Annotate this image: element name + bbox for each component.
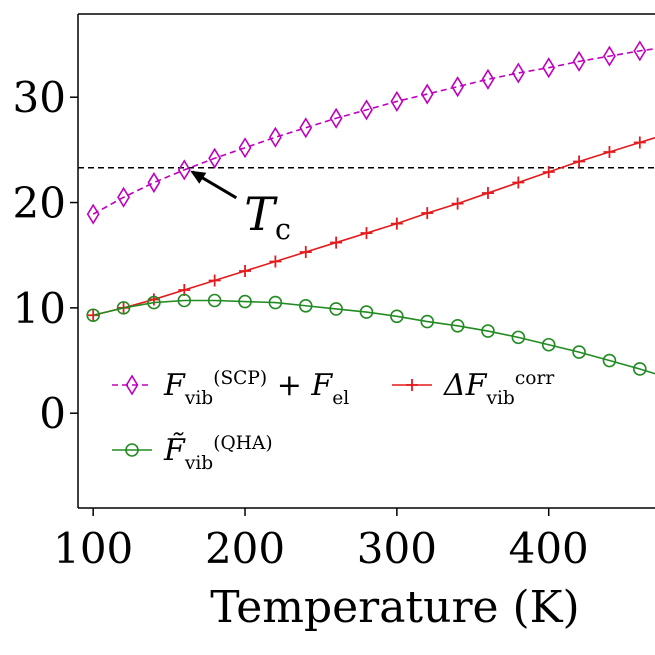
marker: [542, 57, 556, 79]
marker: [390, 309, 404, 324]
x-tick-label: 200: [205, 524, 285, 573]
series-line: [92, 47, 655, 215]
marker: [572, 50, 586, 72]
marker: [329, 107, 343, 129]
annotation-arrowhead: [190, 170, 207, 184]
marker: [573, 155, 586, 168]
legend-label: ΔFvibcorr: [443, 368, 554, 409]
marker: [511, 330, 526, 345]
marker: [420, 83, 434, 105]
marker: [117, 186, 130, 208]
x-tick-label: 300: [357, 524, 437, 573]
marker: [208, 274, 221, 287]
marker: [511, 62, 525, 84]
y-tick-label: 10: [13, 284, 66, 333]
marker: [451, 197, 464, 210]
marker: [268, 126, 282, 148]
legend-marker: [406, 379, 418, 391]
x-tick-label: 100: [53, 524, 133, 573]
marker: [481, 187, 494, 200]
legend-label: F̃vib(QHA): [163, 433, 273, 474]
marker: [360, 99, 373, 121]
marker: [268, 295, 283, 310]
legend-marker: [125, 374, 139, 396]
marker: [633, 136, 646, 149]
marker: [208, 147, 222, 169]
marker: [541, 337, 556, 352]
marker: [298, 298, 313, 313]
marker: [86, 308, 100, 323]
marker: [450, 318, 465, 333]
marker: [238, 137, 252, 159]
marker: [512, 176, 525, 189]
marker: [633, 362, 647, 376]
marker: [481, 68, 495, 90]
marker: [602, 353, 617, 368]
marker: [420, 314, 435, 329]
annotation: Tc: [244, 187, 291, 246]
marker: [329, 302, 343, 316]
marker: [359, 305, 374, 319]
marker: [207, 293, 222, 308]
y-tick-label: 20: [13, 179, 66, 228]
marker: [238, 294, 252, 309]
marker: [299, 117, 313, 139]
marker: [86, 203, 100, 225]
marker: [239, 265, 252, 278]
plot-area: [78, 40, 655, 376]
y-tick-label: 0: [39, 389, 66, 438]
x-axis-label: Temperature (K): [210, 582, 579, 633]
marker: [147, 293, 160, 306]
marker: [481, 324, 495, 338]
marker: [633, 40, 647, 62]
marker: [299, 246, 312, 259]
legend-marker: [125, 443, 139, 457]
marker: [147, 295, 161, 310]
marker: [421, 207, 434, 220]
marker: [269, 255, 282, 268]
series-line: [92, 299, 655, 375]
marker: [116, 301, 131, 315]
marker: [177, 293, 192, 308]
marker: [390, 90, 404, 112]
marker: [177, 159, 191, 181]
marker: [603, 145, 616, 158]
x-tick-label: 400: [509, 524, 589, 573]
marker: [542, 165, 555, 178]
marker: [330, 236, 343, 249]
legend-label: Fvib(SCP) + Fel: [163, 368, 349, 409]
marker: [360, 227, 373, 240]
y-tick-label: 30: [13, 73, 66, 122]
marker: [603, 45, 616, 67]
series-line: [92, 136, 655, 317]
marker: [147, 171, 161, 194]
marker: [451, 76, 465, 98]
marker: [572, 345, 586, 359]
marker: [390, 217, 403, 230]
